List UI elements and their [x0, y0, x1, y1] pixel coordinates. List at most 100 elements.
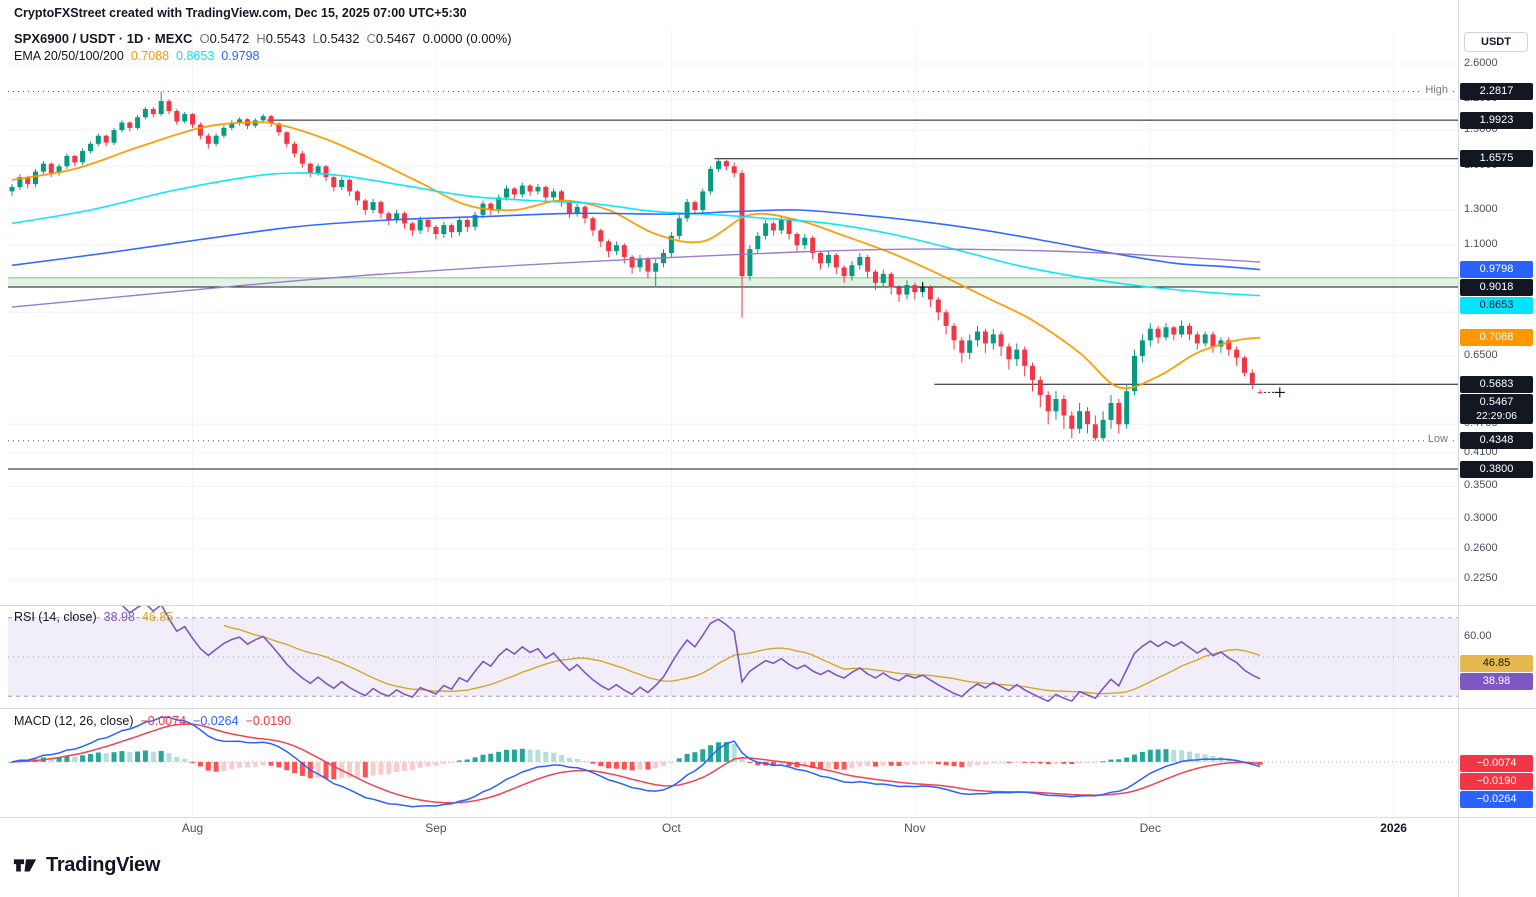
tradingview-wordmark: TradingView	[46, 853, 161, 876]
ema-lines	[11, 121, 1261, 390]
macd-hist-bar	[920, 761, 926, 764]
candle	[1069, 415, 1075, 429]
rsi-value: 38.98	[103, 610, 135, 624]
candle	[668, 235, 674, 253]
macd-hist-bar	[621, 761, 627, 770]
price-levels[interactable]	[8, 91, 1458, 470]
ema-legend[interactable]: EMA 20/50/100/200 0.7088 0.8653 0.9798	[14, 49, 260, 63]
macd-hist-bar	[284, 761, 290, 771]
macd-hist-bar	[825, 761, 831, 769]
macd-hist-bar	[951, 761, 957, 767]
low-value: 0.5432	[319, 31, 360, 46]
macd-hist-value: −0.0074	[140, 714, 187, 728]
ema200-line	[11, 248, 1261, 308]
candle	[543, 187, 549, 198]
candle	[967, 340, 973, 353]
macd-hist-bar	[150, 751, 156, 762]
candle	[88, 143, 93, 151]
macd-hist-bar	[880, 761, 886, 766]
macd-hist-bar	[606, 761, 612, 769]
candle	[354, 191, 360, 201]
macd-hist-bar	[527, 749, 533, 762]
macd-hist-bar	[496, 751, 502, 762]
candle	[598, 230, 604, 242]
macd-hist-bar	[1100, 761, 1106, 763]
macd-signal-value: −0.0190	[245, 714, 292, 728]
tradingview-logo[interactable]: TradingView	[12, 852, 160, 878]
macd-hist-bar	[888, 761, 894, 766]
macd-hist-bar	[1202, 754, 1208, 762]
macd-hist-bar	[1006, 761, 1012, 763]
candle	[276, 123, 282, 133]
macd-hist-bar	[716, 742, 721, 762]
macd-hist-bar	[684, 753, 690, 762]
macd-hist-bar	[56, 757, 62, 762]
macd-hist-bar	[1187, 751, 1192, 762]
macd-hist-bar	[292, 761, 298, 774]
ema-label: EMA 20/50/100/200	[14, 49, 124, 63]
candle	[888, 273, 894, 288]
candle	[119, 122, 125, 131]
macd-hist-bar	[613, 761, 619, 769]
macd-hist-bar	[9, 761, 15, 763]
markers[interactable]	[917, 282, 1285, 398]
candle	[1116, 403, 1122, 425]
macd-hist-bar	[213, 761, 219, 772]
ema100-line	[11, 209, 1261, 271]
candle	[896, 287, 902, 295]
open-value: 0.5472	[209, 31, 250, 46]
macd-hist-bar	[464, 759, 470, 762]
macd-hist-bar	[237, 761, 243, 768]
macd-hist-bar	[810, 761, 816, 769]
candle	[990, 334, 996, 344]
macd-hist-bar	[80, 755, 86, 762]
macd-hist-bar	[747, 761, 753, 763]
candle	[833, 255, 839, 268]
macd-hist-bar	[299, 761, 305, 776]
macd-hist-bar	[158, 750, 164, 762]
candles	[9, 91, 1263, 441]
attribution-text: CryptoFXStreet created with TradingView.…	[14, 6, 467, 20]
macd-hist-bar	[990, 761, 996, 764]
candle	[935, 299, 941, 313]
macd-hist-bar	[95, 752, 101, 762]
macd-hist-bar	[362, 761, 368, 778]
candle	[849, 265, 855, 277]
candle	[417, 220, 423, 231]
candle	[9, 187, 15, 192]
candle	[653, 263, 659, 272]
macd-legend[interactable]: MACD (12, 26, close) −0.0074 −0.0264 −0.…	[14, 714, 291, 728]
rsi-legend[interactable]: RSI (14, close) 38.98 46.85	[14, 610, 173, 624]
price-axis[interactable]	[1459, 0, 1536, 897]
candle	[1139, 340, 1145, 356]
candle	[213, 135, 219, 144]
ema50-value: 0.8653	[176, 49, 215, 63]
symbol-legend[interactable]: SPX6900 / USDT · 1D · MEXC O0.5472 H0.55…	[14, 31, 512, 46]
rsi-ma-value: 46.85	[141, 610, 174, 624]
rsi-line	[121, 606, 1261, 703]
candle	[1085, 411, 1090, 425]
macd-hist-bar	[731, 744, 737, 762]
rsi-label: RSI (14, close)	[14, 610, 97, 624]
macd-hist-bar	[566, 757, 572, 762]
macd-hist-bar	[582, 761, 588, 763]
macd-hist-bar	[1163, 749, 1169, 762]
candle	[284, 132, 290, 144]
currency-button[interactable]: USDT	[1464, 32, 1528, 52]
candle	[449, 225, 455, 233]
candle	[370, 202, 376, 210]
macd-hist-bar	[551, 752, 557, 762]
candle	[441, 225, 447, 234]
macd-hist-bar	[1108, 759, 1114, 762]
macd-hist-bar	[1069, 761, 1075, 764]
macd-hist-bar	[1155, 749, 1161, 762]
macd-hist-bar	[559, 754, 564, 762]
candle	[1249, 372, 1255, 384]
macd-hist-bar	[331, 761, 337, 780]
macd-hist-bar	[229, 761, 235, 770]
macd-line	[11, 716, 1261, 808]
demand-zone[interactable]	[8, 277, 1458, 287]
ohlc-low: L0.5432	[313, 31, 360, 46]
macd-hist-bar	[645, 761, 651, 770]
